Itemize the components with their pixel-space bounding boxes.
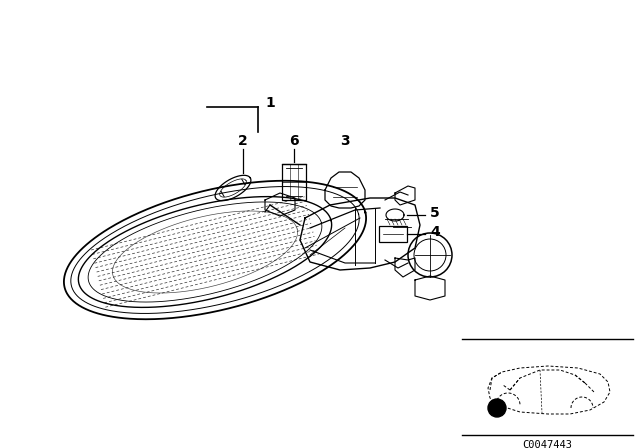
Text: 1: 1	[265, 96, 275, 110]
Text: C0047443: C0047443	[522, 440, 572, 448]
Circle shape	[488, 399, 506, 417]
Text: 5: 5	[430, 206, 440, 220]
Text: 4: 4	[430, 225, 440, 239]
Text: 6: 6	[289, 134, 299, 148]
Text: 3: 3	[340, 134, 350, 148]
Bar	[379, 226, 407, 242]
Bar	[282, 164, 306, 200]
Text: 2: 2	[238, 134, 248, 148]
